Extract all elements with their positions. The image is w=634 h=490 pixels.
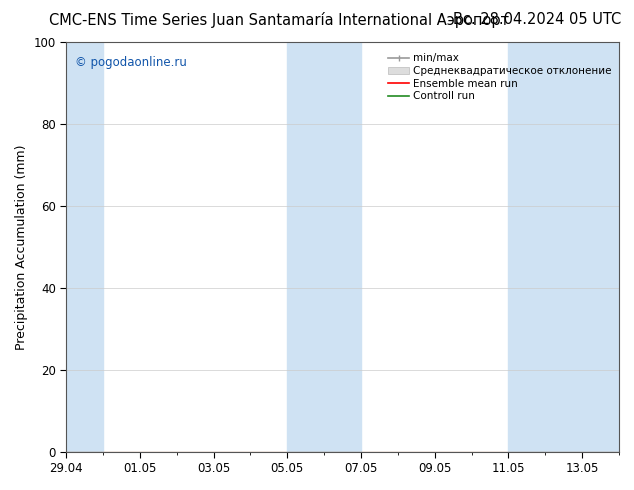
Legend: min/max, Среднеквадратическое отклонение, Ensemble mean run, Controll run: min/max, Среднеквадратическое отклонение… (386, 51, 614, 103)
Text: CMC-ENS Time Series Juan Santamaría International Аэропорт: CMC-ENS Time Series Juan Santamaría Inte… (49, 12, 509, 28)
Bar (66, 42, 103, 452)
Text: © pogodaonline.ru: © pogodaonline.ru (75, 56, 186, 70)
Y-axis label: Precipitation Accumulation (mm): Precipitation Accumulation (mm) (15, 144, 28, 349)
Text: Вс. 28.04.2024 05 UTC: Вс. 28.04.2024 05 UTC (453, 12, 621, 27)
Bar (287, 42, 361, 452)
Bar (508, 42, 619, 452)
